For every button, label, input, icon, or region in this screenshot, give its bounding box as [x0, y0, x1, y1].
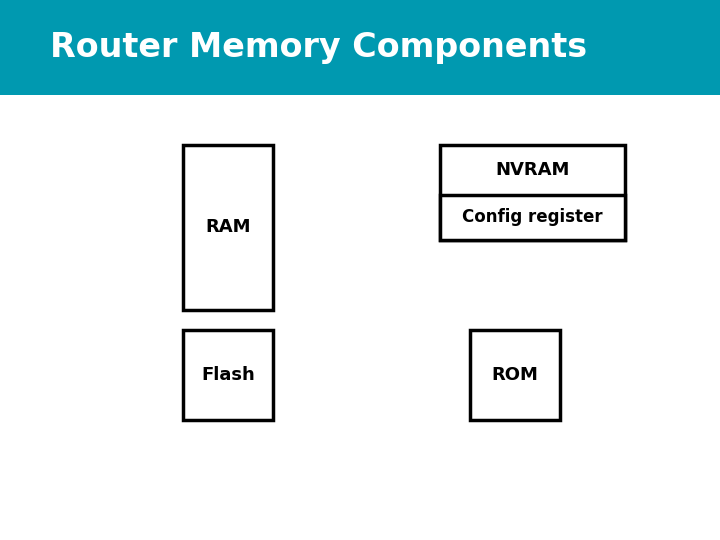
Text: RAM: RAM — [205, 219, 251, 237]
Bar — [183, 330, 273, 420]
Text: Flash: Flash — [201, 366, 255, 384]
Bar — [440, 145, 625, 240]
Bar — [470, 330, 560, 420]
Text: NVRAM: NVRAM — [495, 161, 570, 179]
Bar — [183, 145, 273, 310]
Bar — [0, 0, 720, 95]
Text: ROM: ROM — [492, 366, 539, 384]
Text: Config register: Config register — [462, 208, 603, 226]
Text: Router Memory Components: Router Memory Components — [50, 31, 587, 64]
Bar — [440, 195, 625, 240]
